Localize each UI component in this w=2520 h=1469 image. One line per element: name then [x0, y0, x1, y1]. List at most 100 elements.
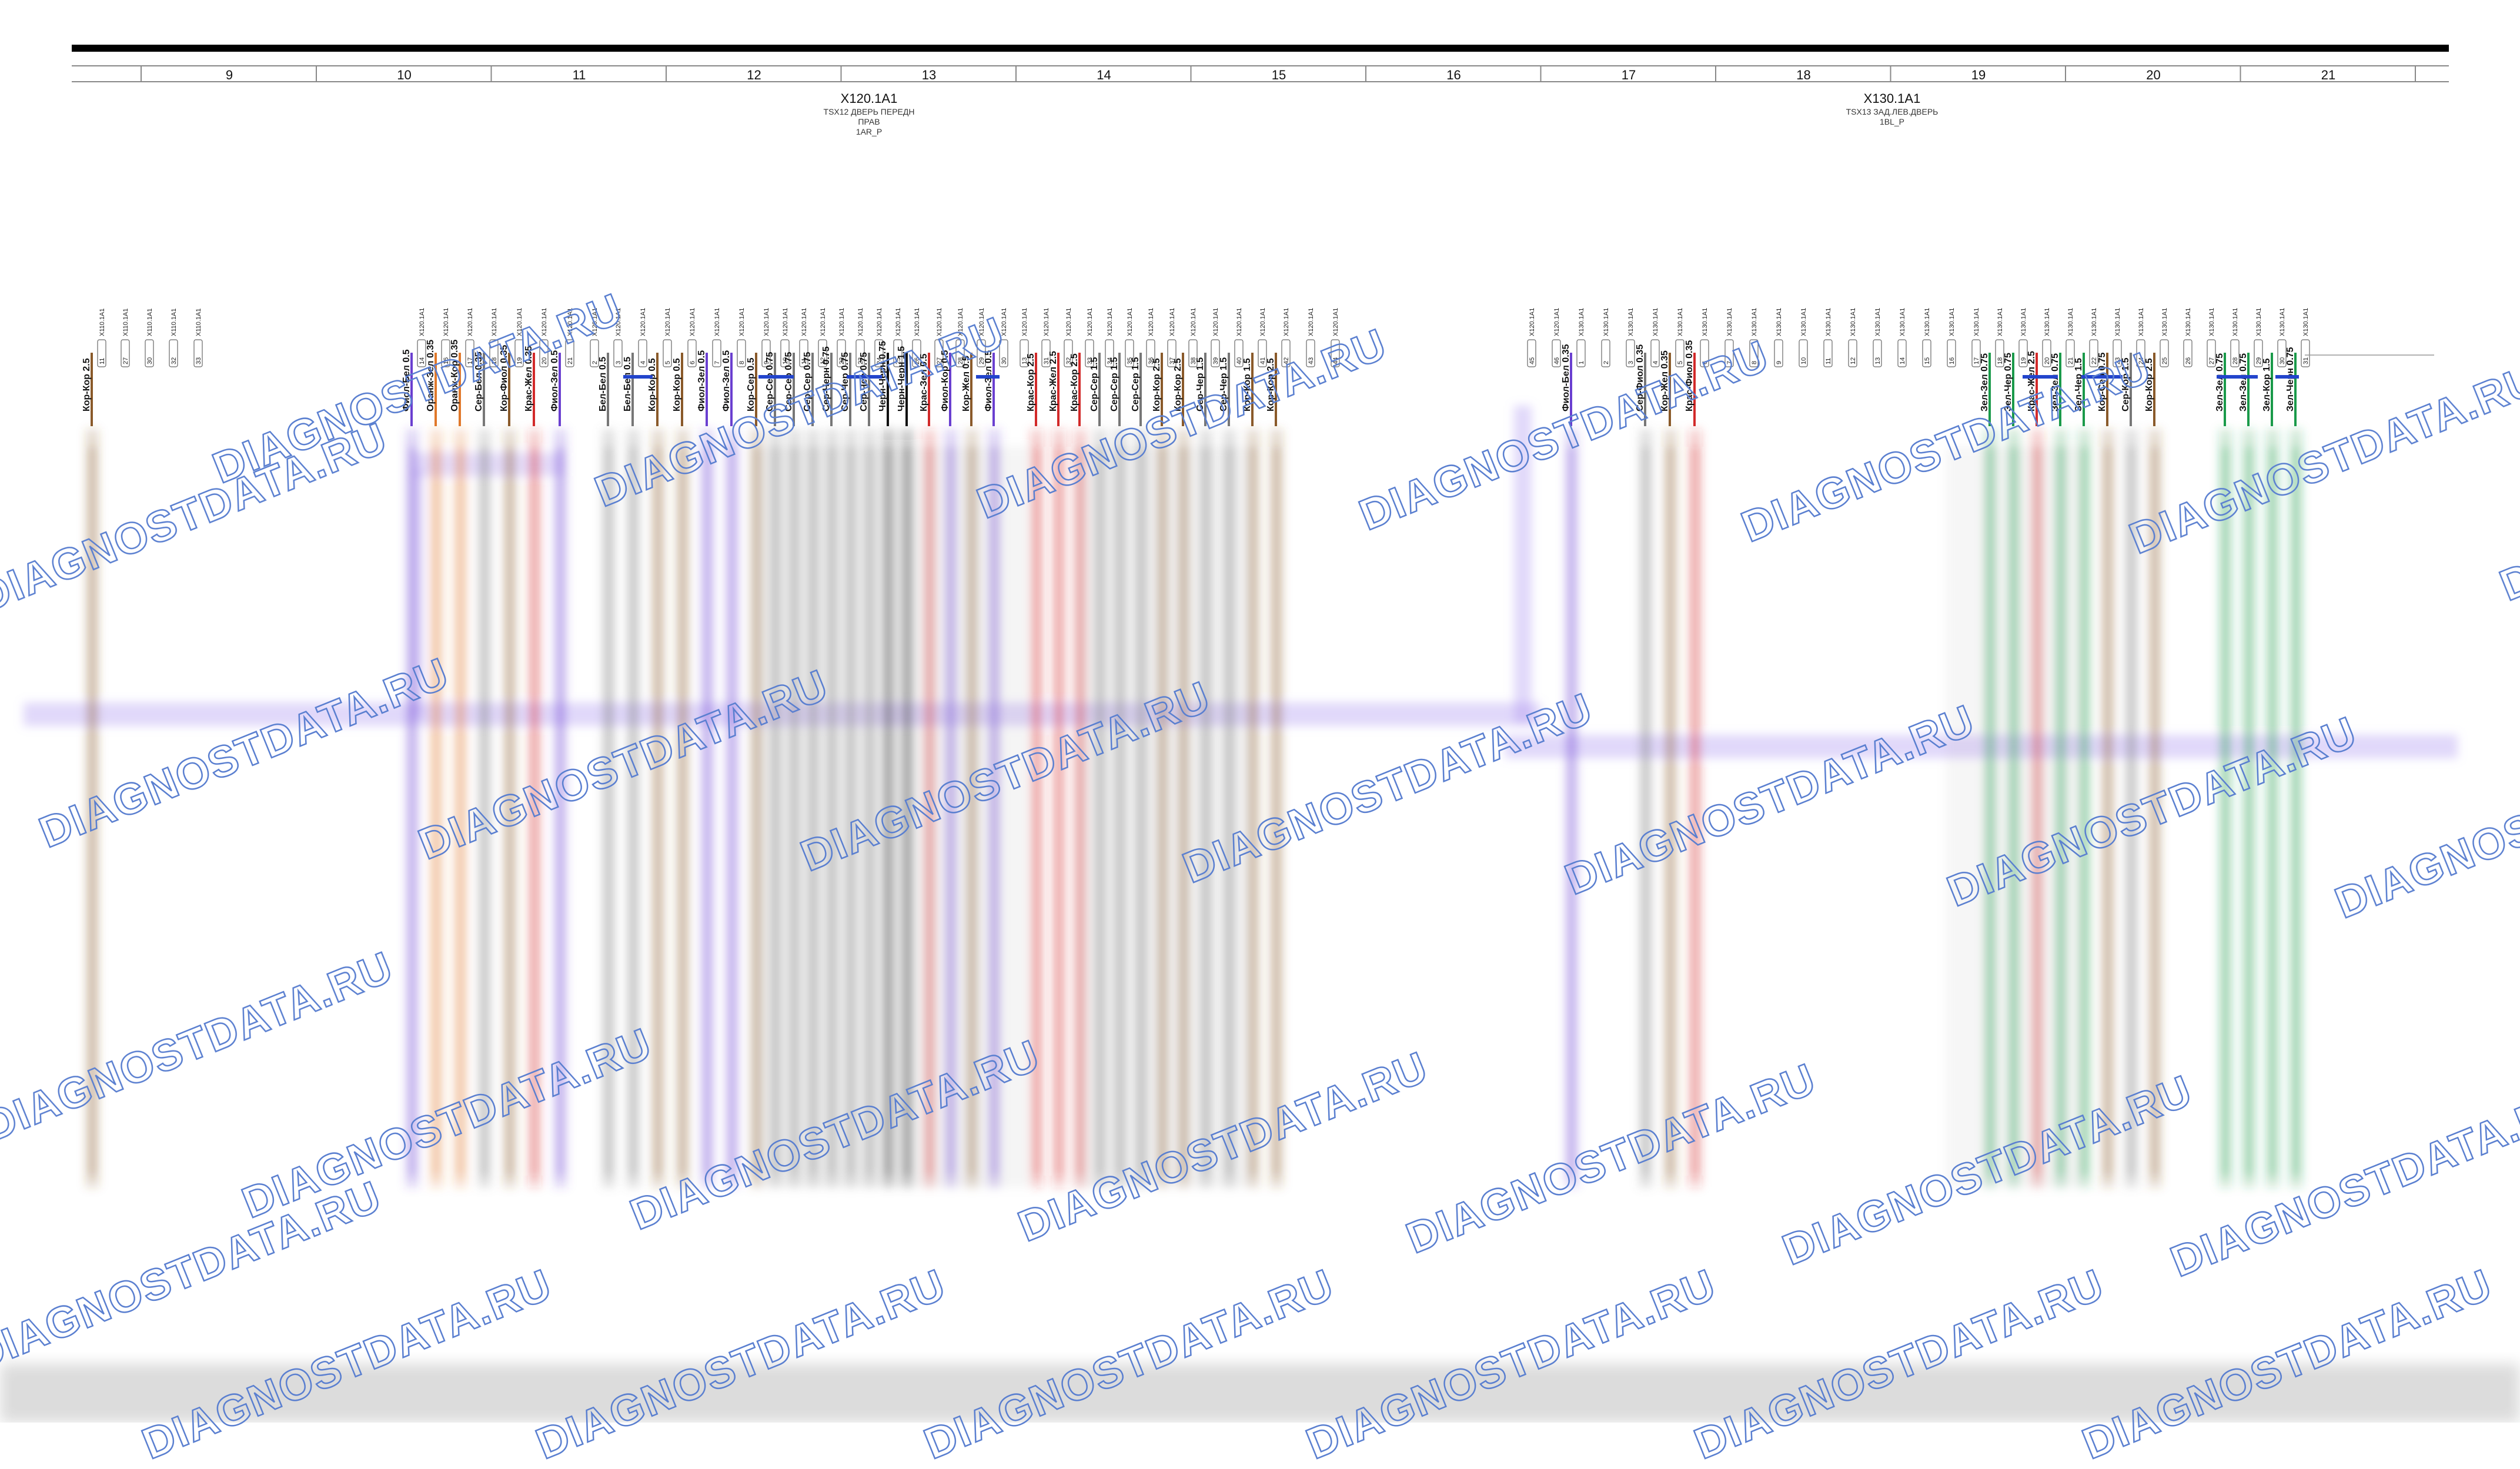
- wire-label: Фиол-Зел 0.5: [984, 350, 994, 411]
- pin-box: [1576, 339, 1586, 367]
- pin-connector-id: X120.1A1: [689, 308, 696, 336]
- pin-connector-id: X130.1A1: [1874, 308, 1881, 336]
- pin-box: [1675, 339, 1685, 367]
- pin-connector-id: X120.1A1: [1021, 308, 1028, 336]
- wire-label: Сер-Чер 1.5: [1219, 357, 1229, 411]
- pin-box: [1125, 339, 1134, 367]
- wire-body: [1034, 447, 1040, 1176]
- connector-subtitle: ПРАВ: [858, 117, 880, 126]
- wire-label: Кор-Сер 0.5: [746, 357, 756, 411]
- pin-number: 23: [857, 357, 864, 364]
- pin-number: 17: [467, 357, 474, 364]
- pin-box: [1527, 339, 1536, 367]
- pin-number: 3: [1627, 361, 1635, 364]
- wire-body: [630, 447, 636, 1176]
- pin-number: 4: [640, 361, 647, 364]
- pin-connector-id: X120.1A1: [838, 308, 845, 336]
- pin-number: 28: [957, 357, 964, 364]
- pin-connector-id: X120.1A1: [738, 308, 746, 336]
- wire-body: [1667, 447, 1673, 1176]
- wire-label: Зел-Черн 0.75: [2285, 347, 2295, 411]
- pin-number: 18: [1997, 357, 2004, 364]
- pin-number: 30: [146, 357, 153, 364]
- pin-connector-id: X120.1A1: [591, 308, 599, 336]
- wire-label: Сер-Сер 0.75: [803, 352, 813, 411]
- pin-connector-id: X120.1A1: [1529, 308, 1536, 336]
- pin-box: [855, 339, 865, 367]
- wire-label: Сер-Сер 0.75: [784, 352, 794, 411]
- pin-number: 21: [567, 357, 574, 364]
- wire-label: Кор-Фиол 0.35: [499, 345, 509, 411]
- wire-body: [606, 447, 611, 1176]
- column-number: 11: [573, 68, 586, 82]
- wire-label: Оранж-Кор 0.35: [450, 340, 460, 411]
- pin-connector-id: X120.1A1: [782, 308, 789, 336]
- pin-box: [1749, 339, 1759, 367]
- wire-body: [457, 447, 463, 1176]
- pin-box: [780, 339, 790, 367]
- wire-body: [680, 447, 686, 1176]
- pin-box: [1552, 339, 1561, 367]
- pin-number: 15: [1924, 357, 1931, 364]
- pin-connector-id: X110.1A1: [171, 308, 178, 336]
- pin-number: 24: [2138, 357, 2145, 364]
- pin-connector-id: X120.1A1: [895, 308, 902, 336]
- pin-connector-id: X130.1A1: [1924, 308, 1931, 336]
- pin-number: 11: [801, 358, 808, 364]
- pin-box: [2042, 339, 2051, 367]
- pin-box: [1922, 339, 1931, 367]
- pin-number: 29: [2255, 357, 2262, 364]
- pin-number: 31: [2302, 357, 2310, 364]
- pin-box: [2066, 339, 2075, 367]
- pin-connector-id: X130.1A1: [1603, 308, 1610, 336]
- pin-number: 46: [1553, 357, 1560, 364]
- pin-connector-id: X120.1A1: [1332, 308, 1339, 336]
- pin-number: 45: [1529, 357, 1536, 364]
- wire-label: Сер-Сер 1.5: [1109, 357, 1119, 411]
- pin-box: [874, 339, 884, 367]
- wire-label: Фиол-Бел 0.35: [1561, 344, 1571, 411]
- pin-connector-id: X130.1A1: [1825, 308, 1832, 336]
- pin-box: [1724, 339, 1734, 367]
- pin-connector-id: X120.1A1: [1169, 308, 1176, 336]
- pin-connector-id: X130.1A1: [2232, 308, 2239, 336]
- pin-box: [761, 339, 771, 367]
- pin-box: [2230, 339, 2240, 367]
- pin-connector-id: X120.1A1: [714, 308, 721, 336]
- wire-label: Бел-Бел 0.5: [598, 357, 608, 411]
- pin-number: 11: [1825, 358, 1832, 364]
- connector-subtitle: TSX12 ДВЕРЬ ПЕРЕДН: [824, 107, 915, 116]
- pin-number: 8: [738, 361, 746, 364]
- pin-number: 8: [1751, 361, 1758, 364]
- pin-number: 32: [171, 357, 178, 364]
- pin-connector-id: X130.1A1: [2138, 308, 2145, 336]
- wire-label: Сер-Бел 0.35: [474, 352, 484, 411]
- pin-connector-id: X120.1A1: [1107, 308, 1114, 336]
- pin-connector-id: X120.1A1: [1236, 308, 1243, 336]
- column-number: 12: [747, 68, 761, 82]
- pin-connector-id: X120.1A1: [1212, 308, 1219, 336]
- wire-body: [2128, 447, 2134, 1176]
- pin-box: [1947, 339, 1956, 367]
- wire-body: [1274, 447, 1279, 1176]
- pin-box: [1971, 339, 1981, 367]
- pin-box: [999, 339, 1008, 367]
- pin-box: [1105, 339, 1114, 367]
- pin-number: 14: [1899, 357, 1906, 364]
- pin-connector-id: X130.1A1: [1751, 308, 1758, 336]
- pin-connector-id: X120.1A1: [1259, 308, 1266, 336]
- pin-box: [121, 339, 130, 367]
- pin-connector-id: X130.1A1: [1800, 308, 1807, 336]
- pin-box: [2136, 339, 2145, 367]
- pin-connector-id: X130.1A1: [2302, 308, 2310, 336]
- pin-number: 10: [1800, 357, 1807, 364]
- pin-connector-id: X120.1A1: [763, 308, 770, 336]
- pin-connector-id: X130.1A1: [2185, 308, 2192, 336]
- wire-label: Кор-Кор 2.5: [82, 358, 92, 411]
- pin-box: [2160, 339, 2169, 367]
- pin-connector-id: X130.1A1: [2279, 308, 2286, 336]
- pin-number: 13: [1021, 357, 1028, 364]
- pin-connector-id: X120.1A1: [820, 308, 827, 336]
- pin-connector-id: X130.1A1: [1578, 308, 1585, 336]
- wire-label: Кор-Жел 0.5: [961, 356, 971, 411]
